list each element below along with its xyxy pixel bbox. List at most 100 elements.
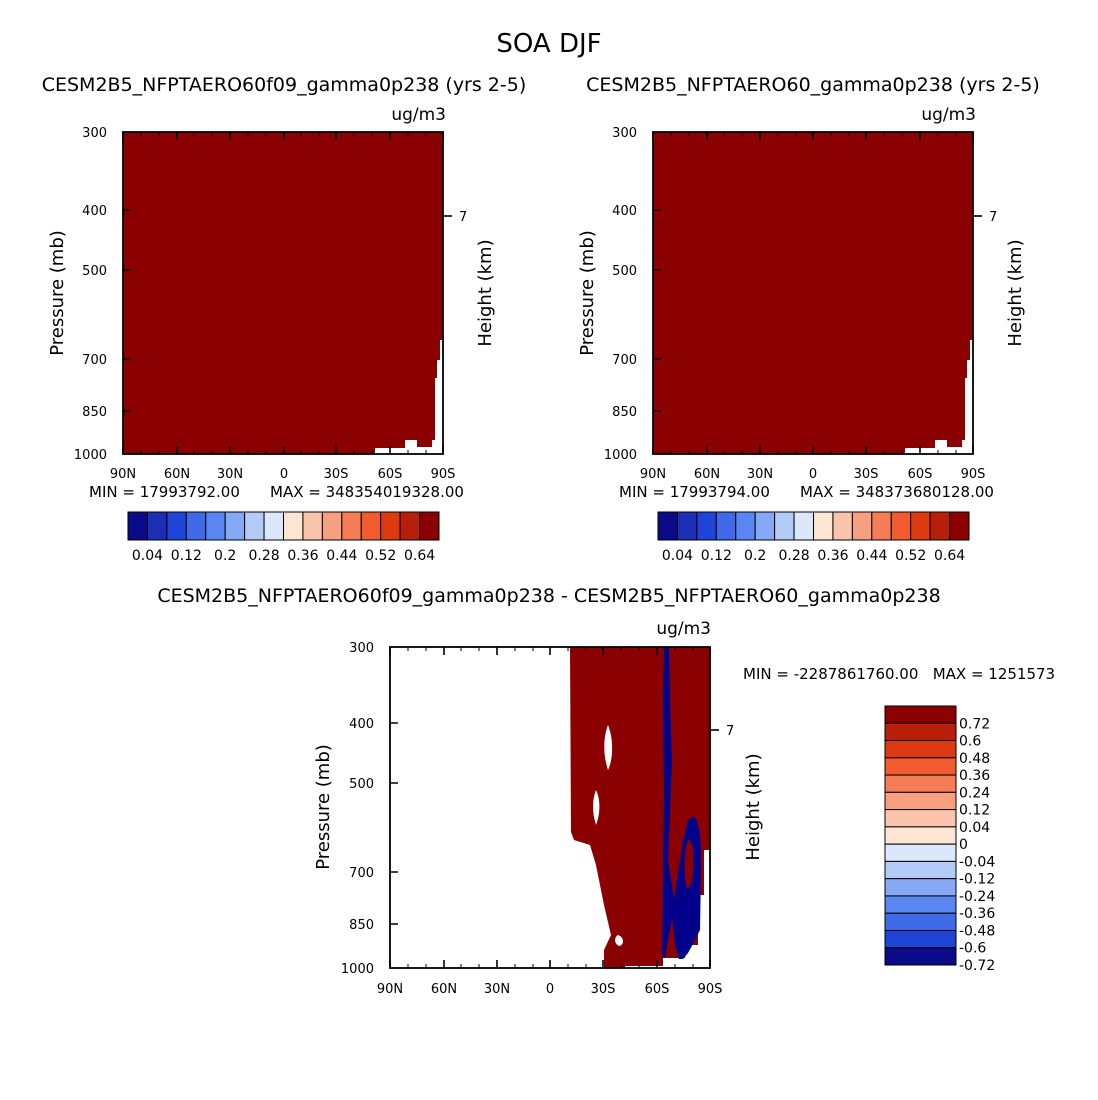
colorbar-label: 0.28	[248, 548, 279, 564]
colorbar-swatch	[185, 511, 207, 541]
panel-3-ytick-700: 700	[349, 866, 374, 881]
colorbar-swatch	[419, 511, 440, 541]
colorbar-label: -0.12	[959, 872, 995, 888]
colorbar-swatch	[884, 722, 957, 742]
colorbar-label: -0.48	[959, 923, 995, 939]
panel-3-xtick-0: 0	[546, 982, 554, 997]
panel-1-fill	[123, 132, 443, 454]
colorbar-swatch	[884, 912, 957, 931]
colorbar-swatch	[884, 878, 957, 897]
panel-3-minor-ticks	[407, 647, 694, 968]
colorbar-swatch	[793, 511, 814, 541]
panel-1-xtick-0: 0	[280, 467, 288, 482]
panel-2-fill	[653, 132, 973, 454]
colorbar-label: 0.36	[959, 768, 990, 784]
panel-1-ytick-1000: 1000	[74, 448, 107, 463]
colorbar-swatch	[399, 511, 421, 541]
panel-3-xtick-30s: 30S	[591, 982, 616, 997]
panel-2-xtick-0: 0	[809, 467, 817, 482]
panel-1-y2tick-7: 7	[459, 210, 467, 225]
panel-3-ytick-400: 400	[349, 717, 374, 732]
panel-3-minmax: MIN = -2287861760.00 MAX = 1251573	[743, 665, 1055, 683]
panel-3-xtick-90s: 90S	[698, 982, 723, 997]
colorbar-swatch	[205, 511, 226, 541]
colorbar-label: 0.12	[171, 548, 202, 564]
colorbar-label: 0.2	[744, 548, 766, 564]
panel-2-ytick-850: 850	[612, 405, 637, 420]
colorbar-swatch	[884, 809, 957, 828]
colorbar-swatch	[884, 740, 957, 759]
panel-2-xtick-30n: 30N	[747, 467, 773, 482]
panel-1-xtick-90s: 90S	[431, 467, 456, 482]
panel-2-colorbar: 0.04 0.12 0.2 0.28 0.36 0.44 0.52 0.64	[657, 511, 970, 564]
panel-3-xtick-60n: 60N	[431, 982, 457, 997]
colorbar-swatch	[832, 511, 853, 541]
panel-1-ytick-850: 850	[82, 405, 107, 420]
colorbar-label: 0.64	[934, 548, 965, 564]
colorbar-swatch	[360, 511, 382, 541]
colorbar-swatch	[884, 929, 957, 949]
panel-2-xtick-90s: 90S	[961, 467, 986, 482]
colorbar-swatch	[774, 511, 795, 541]
colorbar-label: 0.64	[404, 548, 435, 564]
panel-2-minor-ticks	[670, 132, 957, 454]
panel-1-ylabel: Pressure (mb)	[47, 230, 68, 356]
colorbar-swatch	[321, 511, 343, 541]
panel-3-title: CESM2B5_NFPTAERO60f09_gamma0p238 - CESM2…	[157, 585, 940, 607]
panel-3-navy-region-1	[662, 647, 675, 958]
panel-3-white-patch-1	[604, 725, 613, 770]
panel-1-xtick-30s: 30S	[324, 467, 349, 482]
panel-2-ytick-700: 700	[612, 353, 637, 368]
panel-1-xtick-30n: 30N	[217, 467, 243, 482]
colorbar-swatch	[813, 511, 834, 541]
panel-3-ylabel: Pressure (mb)	[313, 744, 334, 870]
panel-2: CESM2B5_NFPTAERO60_gamma0p238 (yrs 2-5) …	[577, 74, 1040, 564]
panel-3-xtick-90n: 90N	[377, 982, 403, 997]
colorbar-swatch	[884, 826, 957, 845]
panel-3-white-patch-3	[615, 935, 624, 946]
colorbar-label: 0.24	[959, 785, 990, 801]
panel-2-ytick-1000: 1000	[604, 448, 637, 463]
colorbar-label: 0.12	[701, 548, 732, 564]
colorbar-label: 0.44	[326, 548, 357, 564]
colorbar-label: 0.36	[817, 548, 848, 564]
panel-2-major-ticks	[652, 132, 982, 454]
colorbar-label: 0.72	[959, 716, 990, 732]
panel-1-y2label: Height (km)	[475, 239, 496, 346]
colorbar-swatch	[224, 511, 246, 541]
panel-1-xtick-60n: 60N	[164, 467, 190, 482]
panel-2-min: MIN = 17993794.00	[619, 483, 770, 501]
panel-2-xtick-90n: 90N	[640, 467, 666, 482]
colorbar-label: 0.04	[132, 548, 163, 564]
panel-3-navy-region-2	[672, 816, 702, 959]
panel-2-field	[653, 132, 973, 454]
colorbar-label: 0.6	[959, 734, 981, 750]
colorbar-swatch	[884, 791, 957, 811]
colorbar-swatch	[146, 511, 168, 541]
colorbar-label: -0.72	[959, 958, 995, 974]
colorbar-swatch	[884, 843, 957, 862]
colorbar-swatch	[884, 895, 957, 914]
colorbar-label: 0.04	[662, 548, 693, 564]
colorbar-label: 0.52	[895, 548, 926, 564]
panel-3-white-patch-2	[593, 790, 600, 825]
colorbar-swatch	[851, 511, 873, 541]
panel-2-y2label: Height (km)	[1005, 239, 1026, 346]
colorbar-swatch	[884, 705, 957, 724]
panel-1-max: MAX = 348354019328.00	[270, 483, 464, 501]
colorbar-label: 0.44	[856, 548, 887, 564]
panel-2-y2tick-7: 7	[989, 210, 997, 225]
colorbar-swatch	[341, 511, 362, 541]
panel-1-major-ticks	[122, 132, 452, 454]
panel-3-y2label: Height (km)	[743, 753, 764, 860]
colorbar-swatch	[302, 511, 323, 541]
panel-1: CESM2B5_NFPTAERO60f09_gamma0p238 (yrs 2-…	[42, 74, 527, 564]
colorbar-label: 0.48	[959, 751, 990, 767]
colorbar-label: 0.52	[365, 548, 396, 564]
colorbar-label: 0.12	[959, 803, 990, 819]
panel-2-ytick-400: 400	[612, 204, 637, 219]
panel-1-colorbar: 0.04 0.12 0.2 0.28 0.36 0.44 0.52 0.64	[127, 511, 440, 564]
panel-2-ytick-500: 500	[612, 264, 637, 279]
panel-1-ytick-300: 300	[82, 126, 107, 141]
